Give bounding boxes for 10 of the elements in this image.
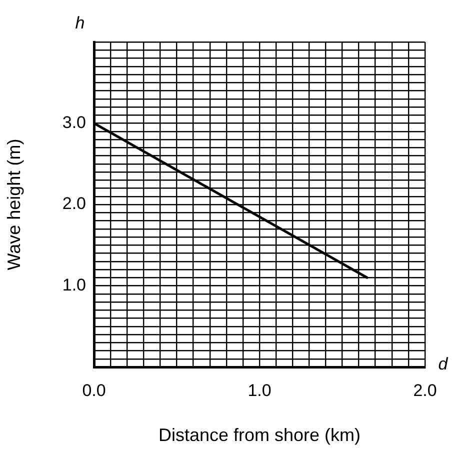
y-tick-label: 2.0 [62, 194, 86, 214]
x-axis-title: Distance from shore (km) [158, 425, 361, 446]
text: h [75, 14, 85, 33]
y-axis-title: Wave height (m) [4, 138, 24, 270]
x-tick-label: 1.0 [248, 380, 272, 400]
text: d [438, 354, 448, 374]
x-tick-label: 0.0 [82, 380, 106, 400]
x-tick-label: 2.0 [413, 380, 437, 400]
y-tick-label: 3.0 [62, 112, 86, 132]
y-tick-label: 1.0 [62, 275, 86, 294]
